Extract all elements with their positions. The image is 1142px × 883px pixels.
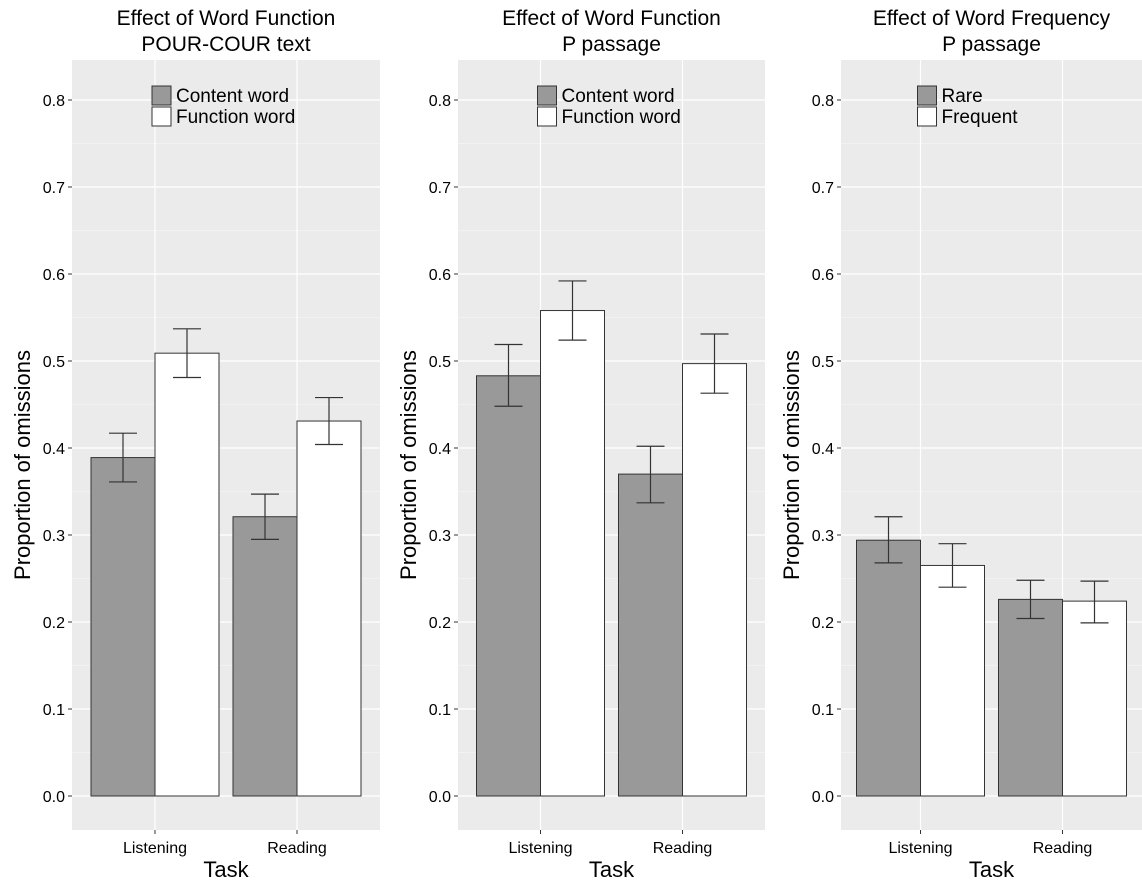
legend-key: [151, 106, 172, 127]
y-tick-label: 0.2: [429, 615, 451, 632]
y-tick-label: 0.5: [43, 354, 65, 371]
y-tick-label: 0.2: [43, 615, 65, 632]
x-tick-label: Listening: [508, 840, 572, 857]
bar-content-word: [90, 457, 156, 797]
y-axis-title: Proportion of omissions: [396, 350, 421, 580]
bar-function-word: [540, 310, 605, 797]
y-tick-label: 0.6: [43, 267, 65, 284]
y-tick-label: 0.0: [812, 789, 834, 806]
bar-content-word: [232, 516, 298, 797]
legend-label: Content word: [176, 86, 289, 107]
legend-label: Function word: [562, 107, 681, 128]
x-tick-label: Reading: [1033, 840, 1093, 857]
chart-subtitle: P passage: [942, 33, 1041, 56]
y-tick-label: 0.5: [429, 354, 451, 371]
y-tick-label: 0.1: [43, 702, 65, 719]
x-tick-label: Listening: [123, 840, 187, 857]
y-axis-title: Proportion of omissions: [779, 350, 804, 580]
chart-panel-2: 0.0 0.1 0.2 0.3 0.4 0.5 0.6 0.7 0.8 Listening Read…: [396, 7, 765, 882]
y-tick-label: 0.2: [812, 615, 834, 632]
chart-subtitle: POUR-COUR text: [141, 33, 310, 56]
bar-rare: [856, 539, 921, 797]
chart-title: Effect of Word Frequency: [873, 7, 1111, 30]
y-tick-label: 0.4: [43, 441, 65, 458]
x-axis-title: Task: [589, 857, 635, 882]
legend-key: [151, 85, 172, 106]
bar-rare: [998, 598, 1063, 797]
bar-content-word: [618, 473, 683, 797]
y-tick-label: 0.3: [429, 528, 451, 545]
y-tick-label: 0.8: [812, 93, 834, 110]
y-axis-title: Proportion of omissions: [10, 350, 35, 580]
legend-key: [537, 85, 557, 106]
chart-subtitle: P passage: [562, 33, 661, 56]
y-tick-label: 0.1: [812, 702, 834, 719]
x-axis-title: Task: [969, 857, 1015, 882]
chart-title: Effect of Word Function: [117, 7, 336, 30]
x-tick-label: Listening: [888, 840, 952, 857]
y-tick-label: 0.6: [429, 267, 451, 284]
y-tick-label: 0.3: [43, 528, 65, 545]
y-tick-label: 0.8: [429, 93, 451, 110]
y-tick-label: 0.7: [812, 180, 834, 197]
bar-frequent: [1062, 600, 1127, 797]
y-tick-label: 0.0: [43, 789, 65, 806]
y-tick-label: 0.4: [429, 441, 451, 458]
legend-label: Rare: [942, 86, 983, 107]
chart-panel-3: 0.0 0.1 0.2 0.3 0.4 0.5 0.6 0.7 0.8 Listening Read…: [779, 7, 1142, 882]
y-tick-label: 0.0: [429, 789, 451, 806]
bar-content-word: [476, 375, 541, 797]
y-tick-label: 0.8: [43, 93, 65, 110]
chart-title: Effect of Word Function: [502, 7, 721, 30]
y-tick-label: 0.5: [812, 354, 834, 371]
y-tick-label: 0.4: [812, 441, 834, 458]
x-tick-label: Reading: [267, 840, 327, 857]
y-tick-label: 0.7: [43, 180, 65, 197]
bar-frequent: [920, 564, 985, 797]
legend-label: Content word: [562, 86, 675, 107]
legend-key: [917, 85, 937, 106]
legend-key: [917, 106, 937, 127]
legend-label: Function word: [176, 107, 295, 128]
bar-function-word: [682, 363, 747, 797]
y-tick-label: 0.6: [812, 267, 834, 284]
y-tick-label: 0.1: [429, 702, 451, 719]
x-axis-title: Task: [203, 857, 249, 882]
y-tick-label: 0.3: [812, 528, 834, 545]
y-tick-label: 0.7: [429, 180, 451, 197]
legend-label: Frequent: [942, 107, 1019, 128]
bar-function-word: [154, 352, 220, 797]
x-tick-label: Reading: [653, 840, 713, 857]
chart-panel-1: 0.0 0.1 0.2 0.3 0.4 0.5 0.6 0.7 0.8 Listening Read…: [10, 7, 380, 882]
legend-key: [537, 106, 557, 127]
bar-function-word: [296, 420, 362, 797]
